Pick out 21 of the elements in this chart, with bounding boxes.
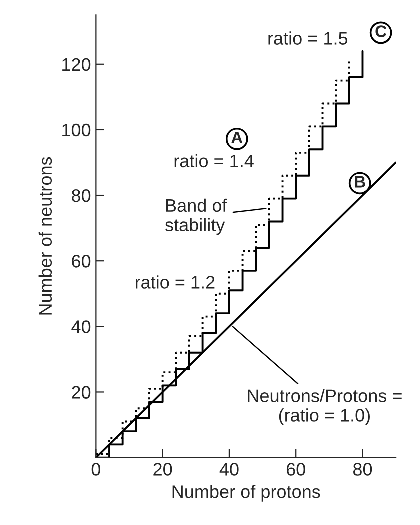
y-tick-label: 120 [62,58,91,72]
annotation: B [355,176,366,188]
x-tick-label: 60 [286,463,306,476]
annotation: Neutrons/Protons = (ratio = 1.0) [248,389,402,426]
y-tick-label: 20 [72,386,91,399]
annotation: C [376,26,387,38]
x-tick-label: 80 [353,463,372,476]
y-tick-label: 100 [62,124,91,137]
y-tick-label: 80 [72,189,91,202]
x-axis-title: Number of protons [172,485,320,502]
y-tick-label: 40 [72,320,91,334]
y-tick-label: 60 [72,255,91,268]
annotation: A [232,132,243,144]
y-axis-title: Number of neutrons [38,157,52,315]
annotation: ratio = 1.5 [268,32,348,45]
annotation: ratio = 1.2 [136,276,215,289]
annotation: Band of stability [165,198,228,236]
annotation: ratio = 1.4 [174,154,254,168]
x-tick-label: 0 [92,463,100,476]
x-tick-label: 40 [220,463,239,476]
x-tick-label: 20 [154,463,172,476]
